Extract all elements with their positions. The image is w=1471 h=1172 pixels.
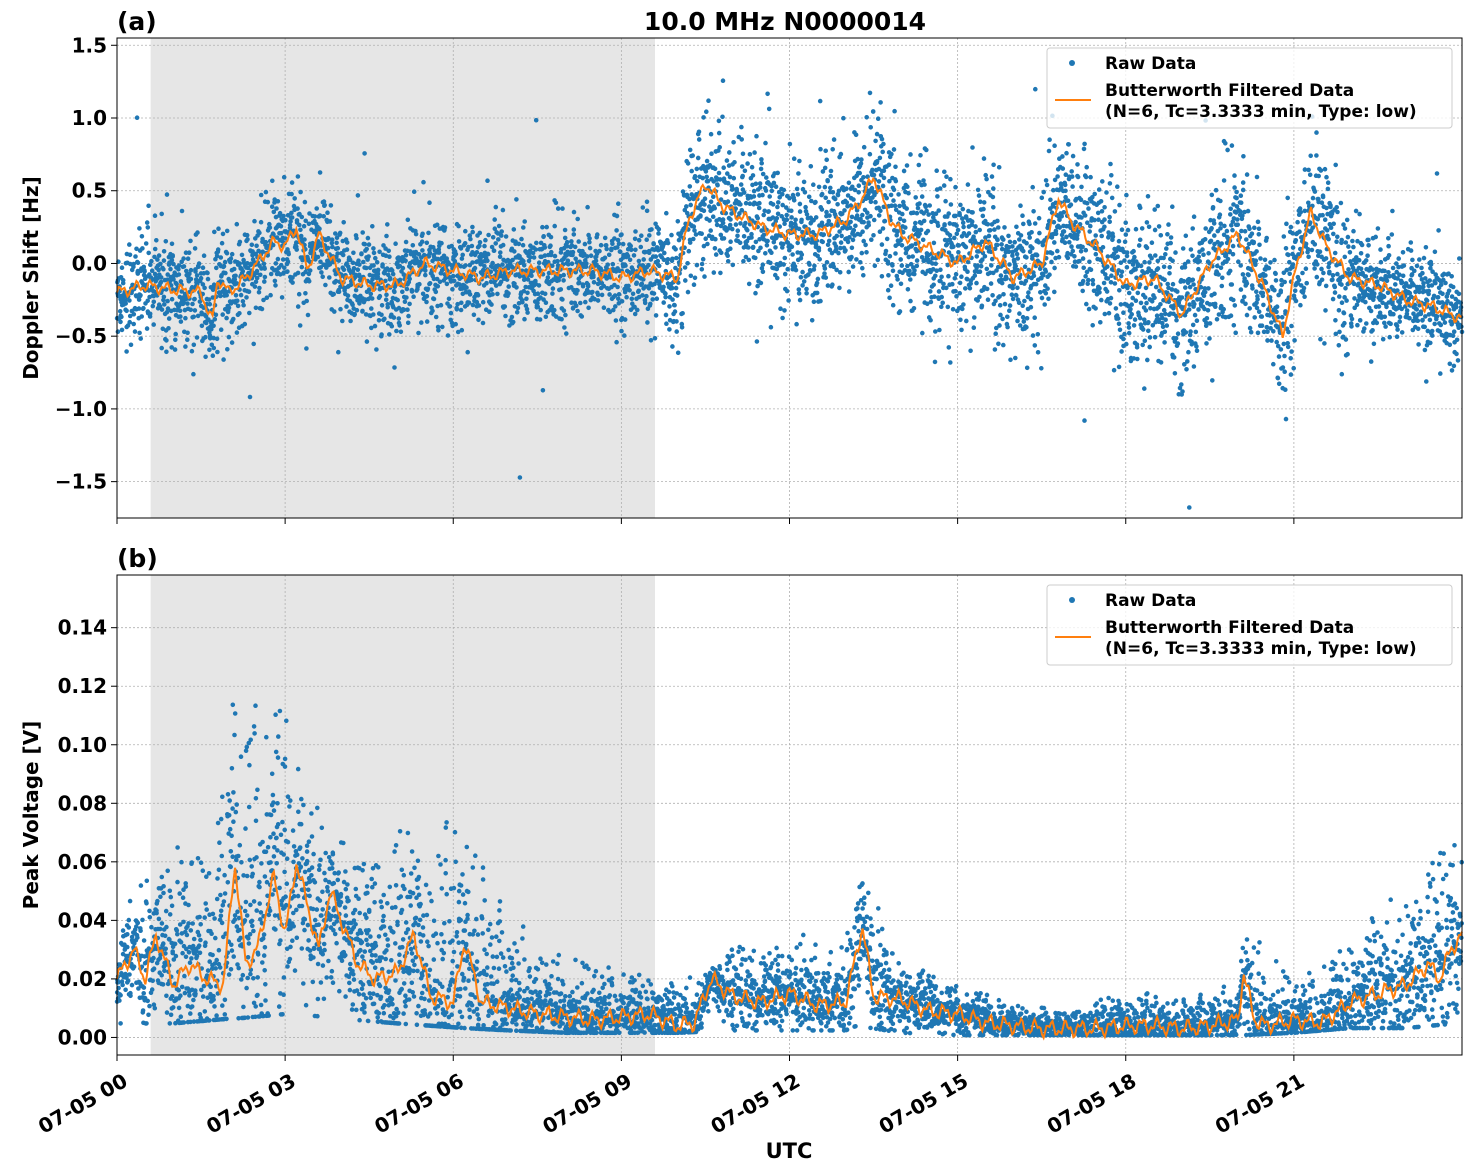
legend-box — [1046, 584, 1453, 666]
panel-b-shaded-night — [150, 575, 655, 1055]
legend-box — [1046, 47, 1453, 129]
x-tick-label: 07-05 06 — [370, 1068, 468, 1138]
legend-raw-label: Raw Data — [1105, 54, 1196, 74]
x-axis-label: UTC — [766, 1139, 813, 1163]
panel-b-label: (b) — [117, 544, 158, 573]
y-tick-label: 0.06 — [58, 850, 107, 874]
legend-raw-marker — [1069, 597, 1075, 603]
y-tick-label: 0.12 — [58, 674, 107, 698]
legend-filtered-label: Butterworth Filtered Data — [1105, 618, 1354, 638]
y-tick-label: 1.0 — [72, 106, 107, 130]
y-tick-label: 0.0 — [72, 251, 107, 275]
raw-data-points — [114, 78, 1465, 510]
panel-b-legend: Raw Data Butterworth Filtered Data (N=6,… — [1046, 584, 1453, 666]
y-tick-label: 0.04 — [58, 908, 107, 932]
y-tick-label: 0.5 — [72, 179, 107, 203]
panel-b-x-tick-labels: 07-05 00 07-05 03 07-05 06 07-05 09 07-05 12… — [34, 1068, 1308, 1138]
panel-b-x-axis — [116, 1055, 1295, 1061]
y-tick-label: 0.08 — [58, 791, 107, 815]
x-tick-label: 07-05 03 — [202, 1068, 300, 1138]
x-tick-label: 07-05 12 — [706, 1068, 804, 1138]
x-tick-label: 07-05 00 — [34, 1068, 132, 1138]
y-tick-label: −1.0 — [55, 397, 107, 421]
panel-a-doppler: (a) −1.5 −1.0 −0.5 0.0 0.5 1.0 1.5 Doppler Shi… — [19, 7, 1465, 524]
legend-raw-label: Raw Data — [1105, 591, 1196, 611]
legend-filtered-label: Butterworth Filtered Data — [1105, 81, 1354, 101]
legend-filtered-params: (N=6, Tc=3.3333 min, Type: low) — [1105, 102, 1417, 122]
panel-b-filtered-line — [116, 864, 1463, 1041]
x-tick-label: 07-05 15 — [875, 1068, 973, 1138]
y-tick-label: 0.02 — [58, 967, 107, 991]
panel-b-y-axis: 0.00 0.02 0.04 0.06 0.08 0.10 0.12 0.14 — [58, 616, 117, 1049]
panel-a-label: (a) — [117, 7, 157, 36]
panel-a-raw-data — [114, 78, 1465, 510]
x-tick-label: 07-05 21 — [1211, 1068, 1309, 1138]
raw-data-points — [114, 702, 1464, 1038]
y-tick-label: −1.5 — [55, 470, 107, 494]
panel-a-y-axis: −1.5 −1.0 −0.5 0.0 0.5 1.0 1.5 — [55, 33, 117, 494]
y-tick-label: 1.5 — [72, 33, 107, 57]
panel-a-x-axis — [116, 518, 1295, 524]
x-tick-label: 07-05 09 — [538, 1068, 636, 1138]
legend-raw-marker — [1069, 60, 1075, 66]
y-tick-label: 0.14 — [58, 616, 107, 640]
panel-a-ylabel: Doppler Shift [Hz] — [19, 176, 43, 380]
x-tick-label: 07-05 18 — [1043, 1068, 1141, 1138]
panel-b-raw-data — [114, 702, 1464, 1038]
y-tick-label: −0.5 — [55, 324, 107, 348]
panel-a-legend: Raw Data Butterworth Filtered Data (N=6,… — [1046, 47, 1453, 129]
panel-b-ylabel: Peak Voltage [V] — [19, 721, 43, 910]
panel-a-filtered-line — [116, 176, 1463, 339]
y-tick-label: 0.10 — [58, 733, 107, 757]
legend-filtered-params: (N=6, Tc=3.3333 min, Type: low) — [1105, 639, 1417, 659]
panel-b-voltage: (b) 0.00 0.02 0.04 0.06 0.08 0.10 0.12 0.14 07-… — [19, 544, 1464, 1139]
figure-title: 10.0 MHz N0000014 — [644, 7, 926, 36]
y-tick-label: 0.00 — [58, 1025, 107, 1049]
